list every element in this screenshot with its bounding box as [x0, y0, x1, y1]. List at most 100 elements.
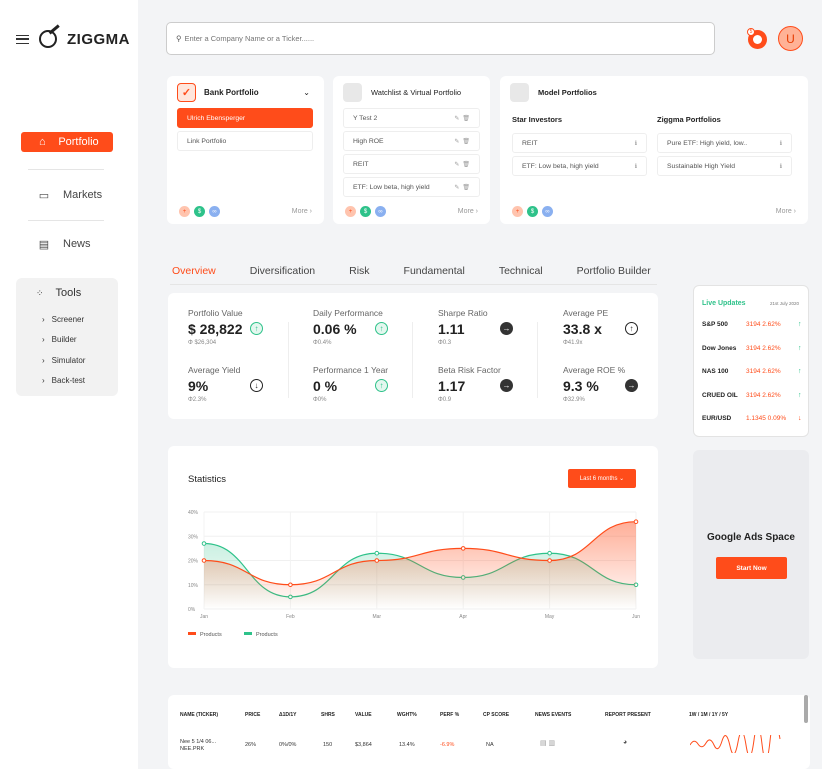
more-link[interactable]: More › — [457, 208, 478, 215]
tab-fundamental[interactable]: Fundamental — [403, 265, 465, 277]
series-area — [204, 521, 636, 609]
info-icon[interactable]: ℹ — [779, 163, 785, 170]
live-updates-panel: Live Updates 21st July 2020 S&P 500 3194 … — [693, 285, 809, 437]
tools-item-label: Screener — [51, 314, 85, 324]
metric-value: $ 28,822 — [188, 321, 243, 337]
scrollbar[interactable] — [804, 695, 808, 723]
metric-average-roe: Average ROE % 9.3 % Φ32.9% → — [563, 365, 673, 403]
holdings-table: NAME (TICKER) PRICE Δ1D/1Y SHRS VALUE WG… — [168, 695, 810, 769]
column-header[interactable]: SHRS — [321, 712, 335, 718]
y-tick-label: 30% — [188, 534, 199, 540]
column-header[interactable]: NEWS EVENTS — [535, 712, 572, 718]
more-link[interactable]: More › — [775, 208, 796, 215]
sidebar-item-label: News — [63, 238, 91, 250]
quote-row[interactable]: CRUED OIL 3194 2.62% ↑ — [702, 391, 802, 399]
list-item[interactable]: ETF: Low beta, high yield ℹ — [512, 156, 647, 176]
link-icon[interactable]: ∞ — [209, 206, 220, 217]
tools-item-screener[interactable]: › Screener — [16, 309, 118, 330]
tab-diversification[interactable]: Diversification — [249, 265, 316, 277]
dollar-icon[interactable]: $ — [194, 206, 205, 217]
y-tick-label: 10% — [188, 583, 199, 589]
quote-row[interactable]: EUR/USD 1.1345 0.09% ↓ — [702, 415, 802, 423]
edit-delete-icons[interactable]: ✎🗑 — [454, 184, 473, 191]
list-item[interactable]: ETF: Low beta, high yield ✎🗑 — [343, 177, 480, 197]
list-item[interactable]: REIT ℹ — [512, 133, 647, 153]
metric-performance-1-year: Performance 1 Year 0 % Φ0% ↑ — [313, 365, 423, 403]
search-input[interactable] — [184, 34, 485, 43]
edit-delete-icons[interactable]: ✎🗑 — [454, 115, 473, 122]
dollar-icon[interactable]: $ — [527, 206, 538, 217]
hamburger-menu-icon[interactable] — [16, 34, 29, 44]
list-item[interactable]: Y Test 2 ✎🗑 — [343, 108, 480, 128]
dollar-icon[interactable]: $ — [360, 206, 371, 217]
column-header[interactable]: CP SCORE — [483, 712, 510, 718]
column-header[interactable]: VALUE — [355, 712, 372, 718]
edit-delete-icons[interactable]: ✎🗑 — [454, 161, 473, 168]
quote-row[interactable]: NAS 100 3194 2.62% ↑ — [702, 368, 802, 376]
quote-row[interactable]: Dow Jones 3194 2.62% ↑ — [702, 344, 802, 352]
data-point — [288, 582, 293, 588]
link-icon[interactable]: ∞ — [375, 206, 386, 217]
tools-header[interactable]: ⁘ Tools — [16, 278, 118, 299]
column-header[interactable]: WGHT% — [397, 712, 417, 718]
tab-technical[interactable]: Technical — [498, 265, 543, 277]
column-header[interactable]: PRICE — [245, 712, 261, 718]
list-item[interactable]: Link Portfolio — [177, 131, 313, 151]
column-header[interactable]: 1W / 1M / 1Y / 5Y — [689, 712, 729, 718]
metric-value: 0 % — [313, 378, 338, 394]
date-range-button[interactable]: Last 6 months ⌄ — [568, 469, 636, 488]
column-header[interactable]: PERF % — [440, 712, 460, 718]
column-header[interactable]: REPORT PRESENT — [605, 712, 651, 718]
info-icon[interactable]: ℹ — [634, 163, 640, 170]
tools-item-simulator[interactable]: › Simulator — [16, 350, 118, 371]
tab-portfolio-builder[interactable]: Portfolio Builder — [576, 265, 651, 277]
sidebar: ZIGGMA ⌂ Portfolio ▭ Markets ▤ News ⁘ To… — [0, 0, 138, 769]
tools-item-back-test[interactable]: › Back-test — [16, 371, 118, 392]
quote-row[interactable]: S&P 500 3194 2.62% ↑ — [702, 321, 802, 329]
edit-delete-icons[interactable]: ✎🗑 — [454, 138, 473, 145]
metric-sub: Φ $26,304 — [188, 340, 217, 346]
y-tick-label: 0% — [188, 607, 196, 613]
list-item[interactable]: Sustainable High Yield ℹ — [657, 156, 792, 176]
search-bar[interactable]: ⚲ — [166, 22, 715, 55]
report-icon[interactable]: ◕ — [623, 739, 628, 746]
metric-value: 1.11 — [438, 321, 465, 337]
add-icon[interactable]: + — [512, 206, 523, 217]
metric-average-pe: Average PE 33.8 x Φ41.9x ↑ — [563, 308, 673, 346]
add-icon[interactable]: + — [179, 206, 190, 217]
tools-item-builder[interactable]: › Builder — [16, 330, 118, 351]
list-item[interactable]: High ROE ✎🗑 — [343, 131, 480, 151]
arrow-up-icon: ↑ — [625, 322, 638, 335]
list-item[interactable]: Ulrich Ebensperger — [177, 108, 313, 128]
arrow-up-icon: ↑ — [798, 368, 802, 376]
sidebar-item-news[interactable]: ▤ News — [37, 234, 129, 254]
sidebar-item-markets[interactable]: ▭ Markets — [37, 185, 129, 205]
placeholder-icon — [343, 83, 362, 102]
tab-overview[interactable]: Overview — [172, 265, 216, 285]
column-header[interactable]: NAME (TICKER) — [180, 712, 219, 718]
column-header[interactable]: Δ1D/1Y — [279, 712, 297, 718]
bank-portfolio-card: ✓ Bank Portfolio ⌄ Ulrich Ebensperger Li… — [167, 76, 324, 224]
chevron-down-icon[interactable]: ⌄ — [303, 88, 310, 97]
info-icon[interactable]: ℹ — [779, 140, 785, 147]
card-header[interactable]: Model Portfolios — [500, 76, 808, 102]
card-footer: + $ ∞ More › — [345, 206, 478, 217]
list-item[interactable]: REIT ✎🗑 — [343, 154, 480, 174]
link-icon[interactable]: ∞ — [542, 206, 553, 217]
add-icon[interactable]: + — [345, 206, 356, 217]
card-header[interactable]: Watchlist & Virtual Portfolio — [333, 76, 490, 102]
sidebar-item-portfolio[interactable]: ⌂ Portfolio — [21, 132, 113, 152]
notification-bell-icon[interactable]: 5 — [747, 28, 767, 49]
metric-portfolio-value: Portfolio Value $ 28,822 Φ $26,304 ↑ — [188, 308, 298, 346]
start-now-button[interactable]: Start Now — [716, 557, 787, 579]
avatar[interactable]: U — [778, 26, 803, 51]
list-item[interactable]: Pure ETF: High yield, low.. ℹ — [657, 133, 792, 153]
news-events-icons[interactable]: ▤ ▥ — [540, 740, 556, 747]
series-line — [203, 521, 637, 586]
divider — [537, 322, 538, 398]
more-link[interactable]: More › — [291, 208, 312, 215]
tab-risk[interactable]: Risk — [349, 265, 370, 277]
info-icon[interactable]: ℹ — [634, 140, 640, 147]
tools-label: Tools — [55, 287, 82, 299]
card-header[interactable]: ✓ Bank Portfolio ⌄ — [167, 76, 324, 102]
